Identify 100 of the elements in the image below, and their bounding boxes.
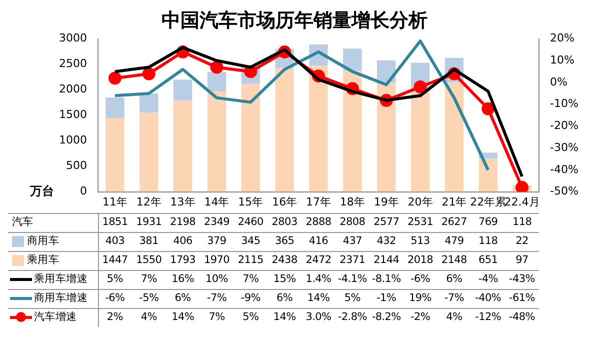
x-tick-label: 11年 — [102, 195, 128, 208]
y-tick-label: 500 — [66, 159, 87, 172]
bar — [478, 158, 498, 192]
data-label: 2% — [106, 310, 124, 325]
bar — [241, 84, 260, 192]
total-label: 769 — [478, 215, 499, 230]
chart-title: 中国汽车市场历年销量增长分析 — [162, 9, 428, 32]
x-tick-label: 17年 — [306, 195, 331, 208]
data-label: 403 — [104, 234, 126, 249]
data-label: 513 — [410, 234, 431, 249]
y-tick-label: 1000 — [59, 134, 87, 147]
y-tick-label: 2000 — [59, 82, 87, 96]
data-label: 7% — [208, 310, 226, 325]
y2-tick-label: -10% — [550, 97, 578, 110]
x-tick-label: 14年 — [204, 195, 230, 208]
y2-tick-label: -50% — [550, 184, 578, 198]
data-label: 6% — [276, 291, 294, 306]
bar — [444, 82, 464, 192]
x-tick-label: 20年 — [408, 195, 433, 208]
data-label: 97 — [514, 253, 530, 268]
data-label: -8.1% — [370, 272, 402, 287]
y-tick-label: 3000 — [59, 32, 87, 45]
data-label: 479 — [444, 234, 465, 249]
total-label: 2460 — [236, 215, 264, 230]
text: -61% — [509, 292, 535, 304]
bar — [309, 66, 328, 192]
data-label: -9% — [240, 291, 262, 306]
total-label: 2531 — [406, 215, 434, 230]
data-label: 4% — [445, 310, 464, 325]
data-label: 5% — [242, 310, 260, 325]
data-label: 6% — [445, 272, 464, 287]
data-label: 7% — [140, 272, 158, 287]
data-label: -6% — [104, 291, 126, 306]
y-tick-label: 1500 — [59, 108, 87, 122]
data-label: -1% — [376, 291, 398, 306]
data-label: 118 — [478, 234, 499, 249]
bar — [343, 70, 362, 192]
y-axis-title: 万台 — [30, 183, 54, 200]
data-label: 5% — [343, 291, 362, 306]
data-label: 2115 — [236, 253, 264, 268]
bar — [173, 100, 192, 192]
data-label: -12% — [474, 310, 502, 325]
point — [516, 180, 529, 192]
y-tick-label: 0 — [80, 184, 87, 198]
data-label: 5% — [106, 272, 124, 287]
data-label: -48% — [508, 310, 536, 325]
data-label: 365 — [274, 234, 296, 249]
point — [210, 60, 224, 74]
data-label: 432 — [376, 234, 397, 249]
data-label: 15% — [272, 272, 297, 287]
total-label: 2198 — [169, 215, 197, 230]
bar — [275, 67, 294, 192]
data-label: 19% — [408, 291, 432, 306]
data-label: 1.4% — [304, 272, 332, 287]
total-label: 118 — [511, 215, 533, 230]
data-label: 406 — [172, 234, 194, 249]
data-label: 14% — [306, 291, 331, 306]
x-tick-label: 16年 — [272, 195, 298, 208]
y2-tick-label: 0% — [550, 75, 568, 88]
data-label: 10% — [204, 272, 229, 287]
data-label: -2.8% — [336, 310, 368, 325]
data-label: -7% — [443, 291, 465, 306]
data-label: -4% — [477, 272, 499, 287]
data-label: 7% — [242, 272, 260, 287]
bar — [377, 82, 396, 192]
bar — [106, 118, 124, 192]
legend-label: 商用车增速 — [34, 291, 88, 306]
total-label: 2803 — [270, 215, 298, 230]
point — [482, 102, 495, 116]
x-tick-label: 22年累 — [470, 195, 506, 208]
total-label: 2577 — [372, 215, 400, 230]
data-label: -5% — [138, 291, 160, 306]
bar — [343, 48, 362, 71]
data-label: 379 — [206, 234, 228, 249]
x-tick-label: 19年 — [374, 195, 399, 208]
y-tick-label: 2500 — [59, 57, 87, 70]
x-tick-label: 21年 — [442, 195, 467, 208]
data-label: -8.2% — [370, 310, 402, 325]
total-label: 1851 — [101, 215, 129, 230]
bar — [410, 88, 430, 192]
data-label: 2148 — [440, 253, 468, 268]
total-label: 2627 — [440, 215, 468, 230]
data-label: 16% — [170, 272, 196, 287]
total-label: 2888 — [304, 215, 332, 230]
data-label: 3.0% — [304, 310, 332, 325]
x-tick-label: 15年 — [238, 195, 264, 208]
y2-tick-label: -30% — [550, 140, 578, 154]
legend-label: 汽车增速 — [34, 310, 77, 325]
data-label: 1970 — [202, 253, 230, 268]
data-label: -2% — [409, 310, 432, 325]
data-label: 4% — [140, 310, 158, 325]
bar — [207, 91, 226, 192]
data-label: 1793 — [169, 253, 197, 268]
data-label: -43% — [508, 272, 536, 287]
data-label: 14% — [272, 310, 297, 325]
legend-label: 商用车 — [27, 234, 60, 249]
legend-label: 乘用车增速 — [34, 272, 88, 287]
data-label: 2144 — [372, 253, 400, 268]
data-label: 1550 — [135, 253, 163, 268]
data-label: -6% — [409, 272, 432, 287]
